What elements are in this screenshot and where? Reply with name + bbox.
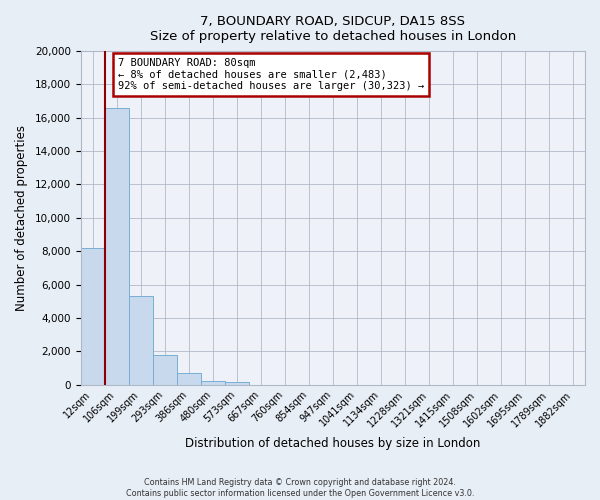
Text: 7 BOUNDARY ROAD: 80sqm
← 8% of detached houses are smaller (2,483)
92% of semi-d: 7 BOUNDARY ROAD: 80sqm ← 8% of detached … (118, 58, 424, 91)
Bar (129, 296, 153, 384)
Bar (225, 382, 249, 384)
Bar (177, 373, 201, 384)
Bar (81, 248, 105, 384)
Title: 7, BOUNDARY ROAD, SIDCUP, DA15 8SS
Size of property relative to detached houses : 7, BOUNDARY ROAD, SIDCUP, DA15 8SS Size … (150, 15, 516, 43)
X-axis label: Distribution of detached houses by size in London: Distribution of detached houses by size … (185, 437, 481, 450)
Bar (201, 381, 225, 384)
Bar (105, 108, 129, 384)
Bar (153, 354, 177, 384)
Y-axis label: Number of detached properties: Number of detached properties (15, 125, 28, 311)
Text: Contains HM Land Registry data © Crown copyright and database right 2024.
Contai: Contains HM Land Registry data © Crown c… (126, 478, 474, 498)
